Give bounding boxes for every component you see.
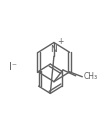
Text: CH₃: CH₃ — [83, 72, 97, 81]
Text: +: + — [57, 37, 64, 46]
Text: I⁻: I⁻ — [9, 62, 17, 72]
Text: N: N — [51, 45, 57, 54]
